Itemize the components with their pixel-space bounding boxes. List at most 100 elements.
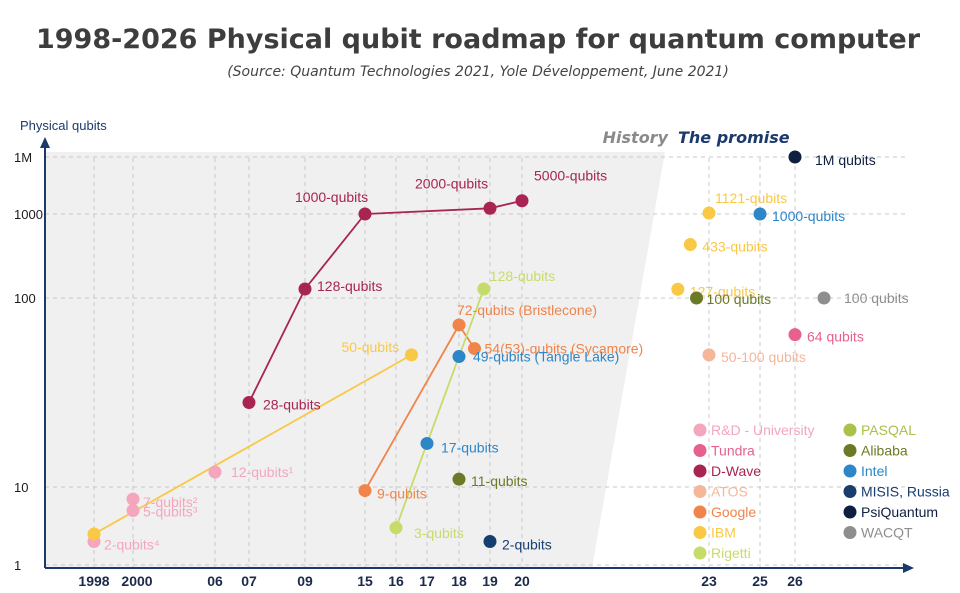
x-tick-18: 18 [451,573,467,589]
legend-marker-intel [843,464,857,478]
x-tick-09: 09 [297,573,313,589]
x-tick-07: 07 [241,573,257,589]
chart-title: 1998-2026 Physical qubit roadmap for qua… [36,24,921,55]
legend-marker-psiquantum [843,505,857,519]
history-shaded-area [45,152,665,568]
point-rigetti-0 [389,521,403,535]
point-label-alibaba-0: 11-qubits [471,473,528,489]
point-label-tundra-0: 64 qubits [807,329,864,345]
x-tick-26: 26 [787,573,803,589]
point-d-wave-1 [298,282,312,296]
point-label-alibaba-roadmap-0: 100 qubits [707,291,772,307]
legend-marker-ibm [693,526,707,539]
y-axis-title: Physical qubits [20,118,107,133]
point-r-d-university-2 [126,492,140,506]
point-ibm-0 [87,527,101,541]
legend-label-tundra: Tundra [711,443,755,459]
point-wacqt-0 [817,291,831,305]
point-label-intel-1: 49-qubits (Tangle Lake) [473,349,619,365]
section-promise: The promise [678,128,790,147]
x-tick-2000: 2000 [121,573,152,589]
point-label-d-wave-3: 2000-qubits [415,175,488,191]
legend-label-ibm: IBM [711,525,736,541]
legend-label-psiquantum: PsiQuantum [861,504,938,520]
point-label-google-1: 72-qubits (Bristlecone) [457,302,597,318]
legend: R&D - University Tundra D-Wave ATOS Google IB… [693,422,950,561]
point-psiquantum-0 [788,150,802,164]
point-d-wave-2 [358,207,372,221]
legend-marker-pasqal [843,423,857,437]
legend-label-wacqt: WACQT [861,525,913,541]
legend-label-r-d-university: R&D - University [711,422,814,438]
point-r-d-university-3 [208,465,222,479]
point-label-ibm-1: 50-qubits [342,339,400,355]
legend-label-intel: Intel [861,463,887,479]
point-label-rigetti-1: 128-qubits [490,268,555,284]
legend-label-alibaba: Alibaba [861,443,908,459]
point-d-wave-4 [515,194,529,208]
x-tick-1998: 1998 [78,573,109,589]
series-line-ibm [93,354,412,535]
point-intel-0 [420,436,434,450]
x-tick-17: 17 [419,573,435,589]
point-label-d-wave-1: 128-qubits [317,278,382,294]
point-label-google-0: 9-qubits [377,486,427,502]
y-tick-10: 10 [14,480,28,495]
legend-marker-misis-russia [843,485,857,498]
point-google-2 [468,342,481,356]
point-google-1 [452,318,466,332]
point-ibm-roadmap-1 [683,238,697,252]
point-label-ibm-roadmap-1: 433-qubits [702,239,767,255]
legend-marker-rigetti [693,546,707,560]
axis-layer: Physical qubits 1 10 100 1000 1M 1998 2000 06 07 0… [14,118,914,589]
point-d-wave-0 [242,395,256,409]
legend-label-misis-russia: MISIS, Russia [861,484,950,500]
point-label-rigetti-0: 3-qubits [414,525,464,541]
point-alibaba-roadmap-0 [690,291,704,305]
section-history: History [603,128,669,147]
point-label-atos-0: 50-100 qubits [721,349,806,365]
x-tick-23: 23 [701,573,717,589]
y-tick-1: 1 [14,558,21,573]
legend-label-google: Google [711,504,756,520]
point-label-wacqt-0: 100 qubits [844,290,909,306]
point-label-r-d-university-0: 2-qubits⁴ [104,537,160,553]
legend-label-pasqal: PASQAL [861,422,916,438]
point-intel-1 [452,350,466,364]
legend-marker-wacqt [843,526,857,539]
chart-subtitle: (Source: Quantum Technologies 2021, Yole… [227,64,729,80]
point-label-d-wave-0: 28-qubits [263,396,321,412]
point-label-d-wave-2: 1000-qubits [295,189,368,205]
legend-marker-alibaba [843,444,857,457]
point-intel-roadmap-0 [753,207,767,221]
point-label-psiquantum-0: 1M qubits [815,152,876,168]
y-tick-1m: 1M [14,150,32,165]
x-tick-25: 25 [752,573,768,589]
point-label-misis-russia-0: 2-qubits [502,537,552,553]
x-tick-16: 16 [388,573,404,589]
x-tick-19: 19 [482,573,498,589]
point-ibm-roadmap-2 [702,206,716,220]
point-misis-russia-0 [483,535,497,549]
point-label-r-d-university-2: 7-qubits² [143,494,198,510]
point-d-wave-3 [483,201,497,215]
y-tick-1000: 1000 [14,207,43,222]
legend-label-rigetti: Rigetti [711,545,751,561]
point-tundra-0 [788,328,802,342]
legend-marker-atos [693,485,707,498]
series-line-rigetti [395,288,485,529]
legend-marker-d-wave [693,464,707,478]
x-tick-20: 20 [514,573,530,589]
point-label-intel-roadmap-0: 1000-qubits [772,208,845,224]
point-label-ibm-roadmap-0: 127-qubits [690,283,755,299]
point-label-r-d-university-3: 12-qubits¹ [231,464,294,480]
point-label-ibm-roadmap-2: 1121-qubits [715,190,787,206]
x-tick-06: 06 [207,573,223,589]
legend-label-atos: ATOS [711,484,748,500]
y-tick-100: 100 [14,291,36,306]
legend-marker-google [693,505,707,519]
point-label-google-2: 54(53)-qubits (Sycamore) [485,341,644,357]
point-ibm-roadmap-0 [671,282,685,296]
